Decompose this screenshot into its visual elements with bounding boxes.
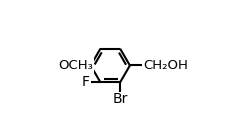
Text: CH₂OH: CH₂OH xyxy=(143,59,188,72)
Text: F: F xyxy=(82,75,90,89)
Text: Br: Br xyxy=(112,92,128,106)
Text: OCH₃: OCH₃ xyxy=(59,59,94,72)
